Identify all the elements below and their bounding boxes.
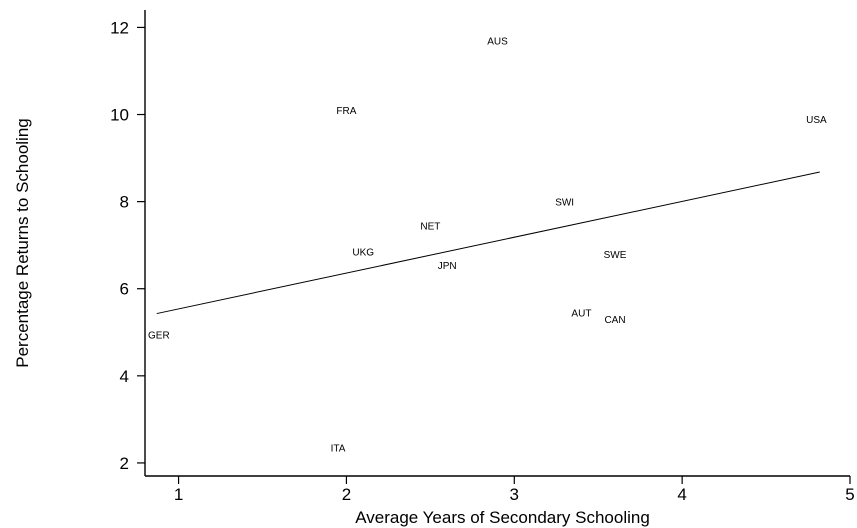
y-tick-label: 10	[110, 106, 129, 125]
y-tick-label: 4	[120, 367, 129, 386]
point-label-net: NET	[420, 222, 440, 233]
point-label-aus: AUS	[487, 36, 508, 47]
y-tick-label: 6	[120, 280, 129, 299]
point-label-swe: SWE	[604, 250, 627, 261]
point-label-aut: AUT	[571, 309, 591, 320]
point-label-ger: GER	[148, 330, 170, 341]
x-tick-label: 3	[510, 485, 519, 504]
x-tick-label: 2	[342, 485, 351, 504]
point-label-can: CAN	[604, 315, 625, 326]
point-label-usa: USA	[806, 115, 827, 126]
point-label-ukg: UKG	[352, 248, 374, 259]
x-tick-label: 4	[677, 485, 686, 504]
x-axis-title: Average Years of Secondary Schooling	[355, 508, 650, 527]
point-label-swi: SWI	[555, 198, 574, 209]
x-tick-label: 1	[174, 485, 183, 504]
y-tick-label: 12	[110, 18, 129, 37]
point-label-fra: FRA	[336, 106, 356, 117]
fit-line	[157, 172, 820, 314]
y-tick-label: 8	[120, 193, 129, 212]
y-tick-label: 2	[120, 454, 129, 473]
y-axis-title: Percentage Returns to Schooling	[13, 118, 32, 368]
point-labels: AUS FRA USA SWI NET UKG SWE JPN AUT CAN GER ITA	[148, 36, 827, 454]
axes	[145, 10, 850, 476]
x-tick-label: 5	[845, 485, 854, 504]
point-label-jpn: JPN	[438, 261, 457, 272]
point-label-ita: ITA	[331, 444, 346, 455]
